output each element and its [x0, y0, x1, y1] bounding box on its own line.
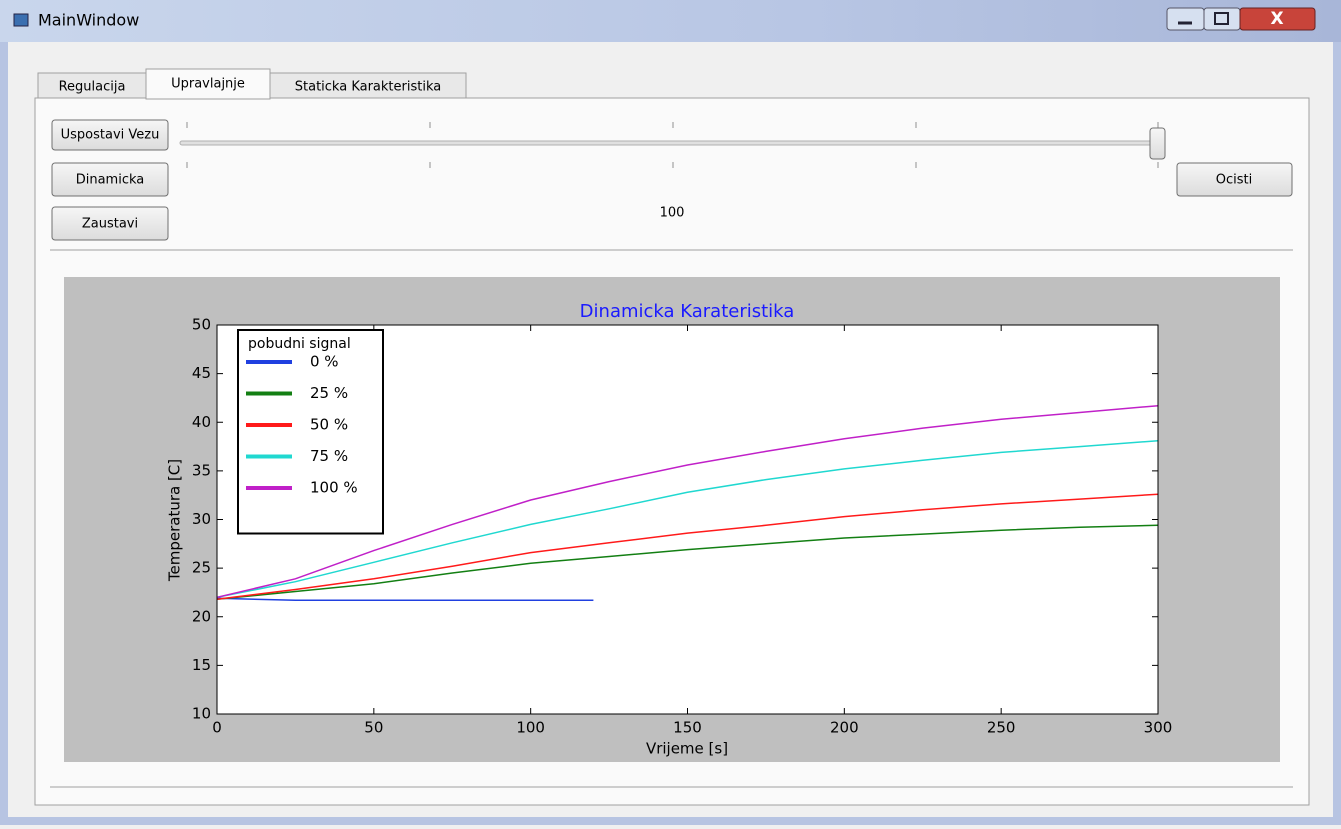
button[interactable]: [51, 119, 169, 151]
legend-label: 75 %: [310, 447, 348, 465]
legend-label: 50 %: [310, 416, 348, 434]
series-line: [216, 439, 1159, 599]
tab-bar: Regulacija Upravlajnje Staticka Karakteris…: [37, 68, 467, 100]
chart: 0 50 100 150 200 250 300 10 15 20 25 30 35 40 45 50 pobu…: [192, 316, 1172, 737]
tab-label: Upravlajnje: [171, 77, 245, 92]
slider[interactable]: [179, 122, 1166, 168]
tab[interactable]: [269, 72, 467, 99]
series-line: [216, 493, 1159, 600]
x-tick-label: 250: [987, 719, 1016, 737]
minimize-button[interactable]: [1166, 7, 1205, 31]
series-line: [216, 597, 594, 601]
x-axis-label: Vrijeme [s]: [646, 740, 728, 758]
y-tick-label: 15: [192, 656, 211, 674]
button[interactable]: [51, 162, 169, 197]
maximize-button[interactable]: [1203, 7, 1241, 31]
button-label: Uspostavi Vezu: [61, 128, 160, 143]
tab-label: Regulacija: [59, 80, 126, 95]
window-controls: X: [1166, 7, 1316, 31]
series-line: [216, 404, 1159, 599]
chart-title: Dinamicka Karateristika: [580, 301, 795, 322]
x-tick-label: 50: [364, 719, 383, 737]
x-tick-label: 0: [212, 719, 222, 737]
series-line: [216, 524, 1159, 600]
button[interactable]: [1176, 162, 1293, 197]
y-tick-label: 20: [192, 607, 211, 625]
tab[interactable]: [145, 68, 271, 100]
button-label: Dinamicka: [76, 173, 145, 188]
y-tick-label: 30: [192, 510, 211, 528]
y-tick-label: 50: [192, 316, 211, 334]
legend-label: 25 %: [310, 384, 348, 402]
button-label: Zaustavi: [82, 217, 138, 232]
x-tick-label: 150: [673, 719, 702, 737]
button[interactable]: [51, 206, 169, 241]
y-tick-label: 35: [192, 461, 211, 479]
legend-label: 0 %: [310, 353, 339, 371]
x-tick-label: 300: [1144, 719, 1173, 737]
slider-handle[interactable]: [1149, 127, 1166, 160]
legend-label: 100 %: [310, 479, 358, 497]
y-tick-label: 40: [192, 413, 211, 431]
svg-text:X: X: [1270, 9, 1283, 29]
legend-title: pobudni signal: [248, 336, 351, 352]
y-axis-label: Temperatura [C]: [166, 459, 184, 582]
app-icon: [13, 13, 29, 27]
y-tick-label: 25: [192, 559, 211, 577]
tab-label: Staticka Karakteristika: [295, 80, 441, 95]
slider-value: 100: [660, 206, 685, 221]
button-label: Ocisti: [1216, 173, 1252, 188]
y-tick-label: 45: [192, 364, 211, 382]
x-tick-label: 100: [516, 719, 545, 737]
tab[interactable]: [37, 72, 147, 99]
plot-frame: [216, 324, 1159, 715]
window-title: MainWindow: [38, 11, 139, 30]
x-tick-label: 200: [830, 719, 859, 737]
title-bar: [0, 0, 1341, 42]
y-tick-label: 10: [192, 705, 211, 723]
close-button[interactable]: [1239, 7, 1316, 31]
